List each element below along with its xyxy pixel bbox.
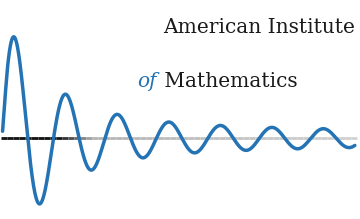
Text: of: of (137, 72, 157, 90)
Text: American Institute: American Institute (163, 18, 355, 37)
Text: Mathematics: Mathematics (158, 72, 298, 90)
